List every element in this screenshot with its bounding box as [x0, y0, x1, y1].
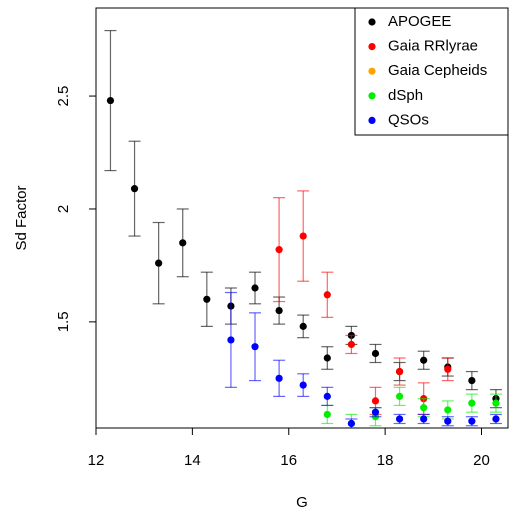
legend-frame	[354, 7, 509, 136]
point	[395, 415, 404, 423]
point	[130, 185, 139, 193]
legend-marker	[368, 43, 376, 51]
point	[468, 399, 476, 407]
point	[275, 306, 283, 315]
legend-marker	[368, 67, 376, 75]
point	[106, 96, 115, 105]
point	[395, 392, 404, 400]
point	[468, 417, 476, 425]
x-axis-label: G	[296, 494, 308, 510]
x-tick-label: 16	[280, 452, 297, 469]
x-tick-label: 20	[473, 452, 490, 469]
point	[420, 404, 428, 412]
point	[395, 367, 404, 376]
legend-label: dSph	[388, 87, 423, 104]
point	[444, 417, 452, 425]
point	[299, 232, 307, 240]
plot-frame	[95, 7, 509, 429]
point	[203, 295, 211, 303]
legend-label: Gaia RRlyrae	[388, 38, 478, 55]
point	[251, 284, 259, 292]
point	[275, 374, 283, 382]
legend-marker	[368, 92, 376, 100]
point	[492, 399, 500, 407]
point	[323, 392, 331, 400]
y-axis-label: Sd Factor	[13, 185, 30, 250]
point	[468, 376, 476, 385]
point	[492, 415, 500, 423]
point	[371, 349, 380, 358]
point	[299, 381, 307, 389]
legend-marker	[368, 18, 376, 26]
point	[444, 365, 452, 373]
point	[251, 343, 259, 351]
y-tick-label: 2	[55, 205, 72, 213]
point	[227, 336, 235, 344]
point	[347, 340, 355, 349]
point	[323, 291, 331, 299]
point	[420, 356, 428, 364]
point	[299, 322, 307, 330]
point	[371, 408, 380, 416]
point	[323, 354, 331, 362]
legend-marker	[368, 116, 376, 124]
y-tick-label: 1.5	[55, 311, 72, 332]
point	[275, 246, 283, 254]
point	[371, 397, 380, 405]
point	[444, 406, 452, 414]
x-tick-label: 12	[88, 452, 105, 469]
legend-label: QSOs	[388, 111, 429, 128]
point	[155, 259, 163, 267]
point	[347, 419, 355, 428]
point	[179, 239, 187, 247]
point	[323, 410, 331, 419]
legend-label: Gaia Cepheids	[388, 62, 487, 79]
x-tick-label: 14	[184, 452, 201, 469]
y-tick-label: 2.5	[55, 86, 72, 107]
plot-area	[104, 29, 502, 428]
x-tick-label: 18	[377, 452, 394, 469]
legend-label: APOGEE	[388, 13, 451, 30]
point	[420, 415, 428, 423]
